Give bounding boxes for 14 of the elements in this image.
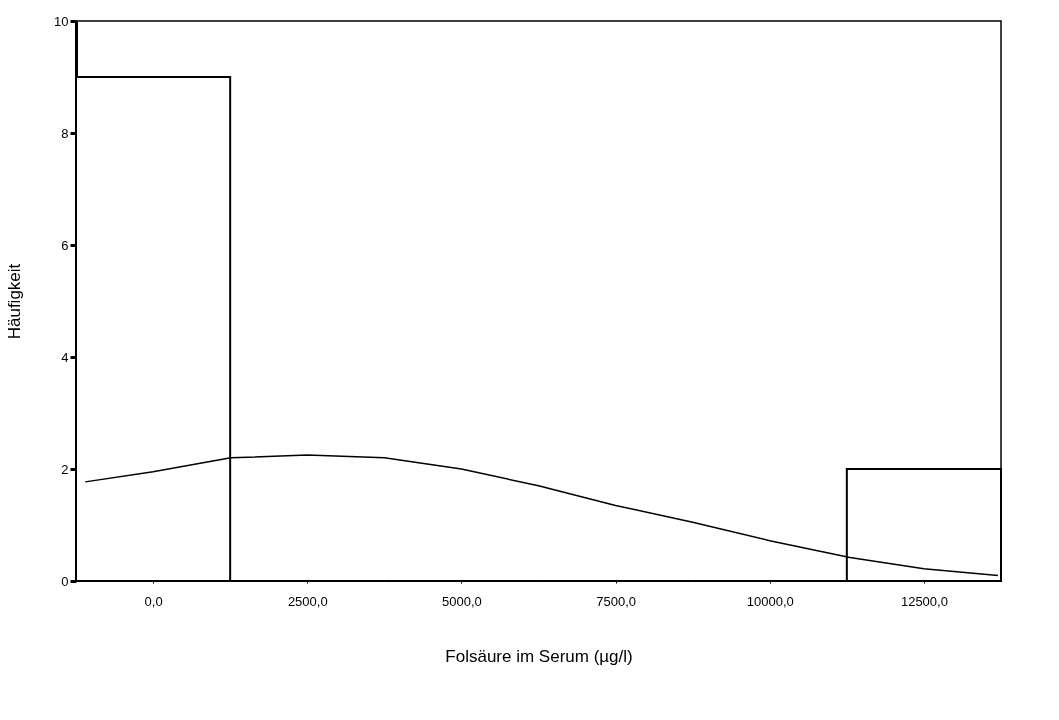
y-tick-label: 0: [61, 573, 69, 589]
y-tick-label: 10: [54, 13, 69, 29]
y-tick-label: 4: [61, 349, 69, 365]
x-tick-label: 12500,0: [900, 593, 948, 609]
x-tick-label: 2500,0: [287, 593, 328, 609]
x-axis-title: Folsäure im Serum (µg/l): [445, 646, 633, 666]
y-tick-label: 6: [61, 237, 69, 253]
y-tick-label: 2: [61, 461, 69, 477]
x-tick-label: 0,0: [144, 593, 163, 609]
x-tick-label: 7500,0: [596, 593, 636, 609]
x-tick-label: 10000,0: [746, 593, 794, 609]
y-axis-title: Häufigkeit: [5, 263, 25, 340]
x-tick-label: 5000,0: [442, 593, 482, 609]
y-tick-label: 8: [61, 125, 69, 141]
